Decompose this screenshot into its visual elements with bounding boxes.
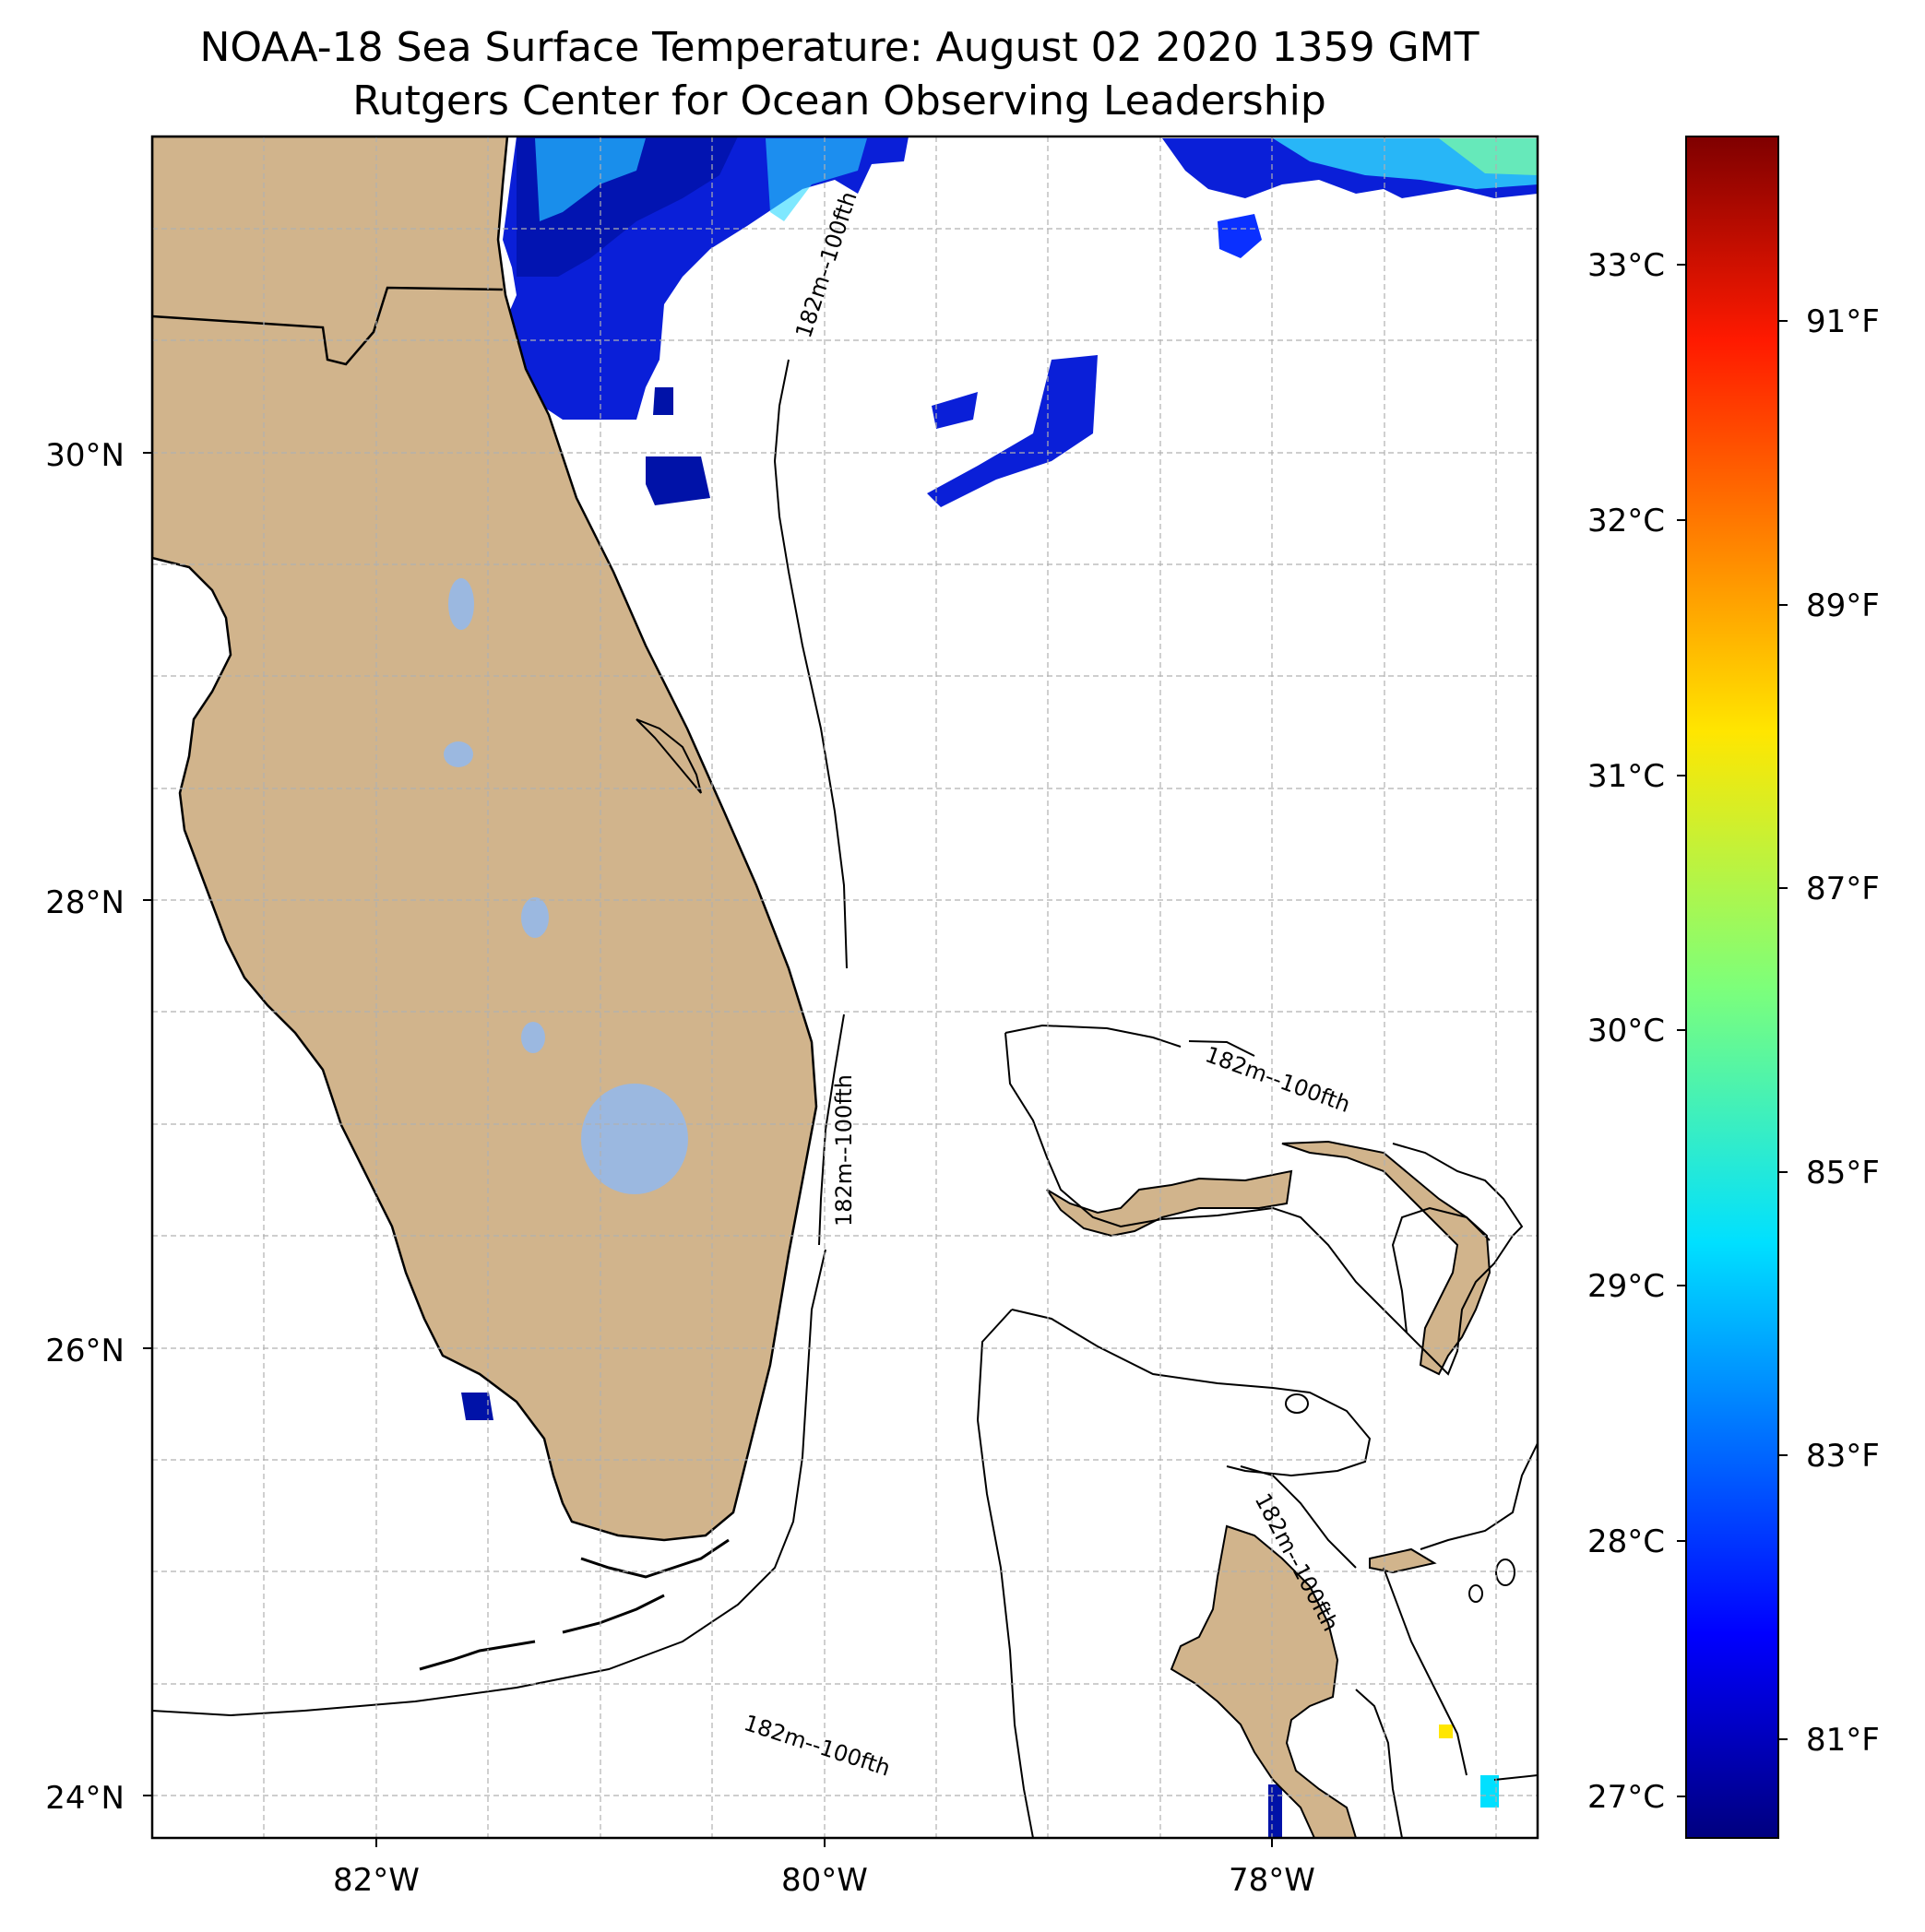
lat-tick-label: 26°N bbox=[45, 1333, 125, 1369]
lat-tick-label: 24°N bbox=[45, 1780, 125, 1817]
abaco-land bbox=[1281, 1140, 1491, 1376]
celsius-tick-label: 33°C bbox=[1587, 247, 1665, 284]
lon-tick-label: 80°W bbox=[781, 1862, 868, 1899]
state-border bbox=[152, 286, 504, 366]
fahrenheit-tick-label: 83°F bbox=[1806, 1438, 1880, 1475]
celsius-tick-label: 30°C bbox=[1587, 1013, 1665, 1049]
map-subtitle: Rutgers Center for Ocean Observing Leade… bbox=[352, 77, 1326, 124]
lake-okeechobee bbox=[581, 1084, 688, 1194]
andros-land bbox=[1170, 1524, 1358, 1838]
map-title: NOAA-18 Sea Surface Temperature: August … bbox=[200, 24, 1479, 71]
fahrenheit-tick-label: 91°F bbox=[1806, 303, 1880, 340]
celsius-tick-label: 29°C bbox=[1587, 1268, 1665, 1305]
lat-tick-label: 28°N bbox=[45, 884, 125, 921]
gridlines bbox=[152, 136, 1538, 1838]
lon-tick-label: 82°W bbox=[333, 1862, 420, 1899]
celsius-tick-label: 32°C bbox=[1587, 503, 1665, 539]
contour-label: 182m--100fth bbox=[831, 1074, 857, 1227]
isobath-contours bbox=[152, 359, 1538, 1838]
lat-tick-label: 30°N bbox=[45, 437, 125, 474]
colorbar: 33°C 32°C 31°C 30°C 29°C 28°C 27°C 91°F … bbox=[1587, 136, 1880, 1839]
fahrenheit-tick-label: 87°F bbox=[1806, 871, 1880, 907]
celsius-tick-label: 27°C bbox=[1587, 1779, 1665, 1816]
lon-tick-label: 78°W bbox=[1229, 1862, 1315, 1899]
celsius-tick-label: 31°C bbox=[1587, 758, 1665, 795]
sst-swath bbox=[457, 136, 1538, 1838]
celsius-tick-label: 28°C bbox=[1587, 1523, 1665, 1560]
fahrenheit-tick-label: 89°F bbox=[1806, 587, 1880, 624]
colorbar-gradient bbox=[1685, 136, 1779, 1839]
fahrenheit-tick-label: 85°F bbox=[1806, 1155, 1880, 1191]
lat-axis: 30°N 28°N 26°N 24°N bbox=[45, 437, 152, 1817]
map-area: 182m--100fth 182m--100fth 182m--100fth 1… bbox=[152, 136, 1538, 1838]
fahrenheit-tick-label: 81°F bbox=[1806, 1722, 1880, 1759]
map-frame bbox=[150, 135, 1539, 1840]
lon-axis: 82°W 80°W 78°W bbox=[333, 1838, 1315, 1899]
grand-bahama-land bbox=[1046, 1169, 1293, 1238]
